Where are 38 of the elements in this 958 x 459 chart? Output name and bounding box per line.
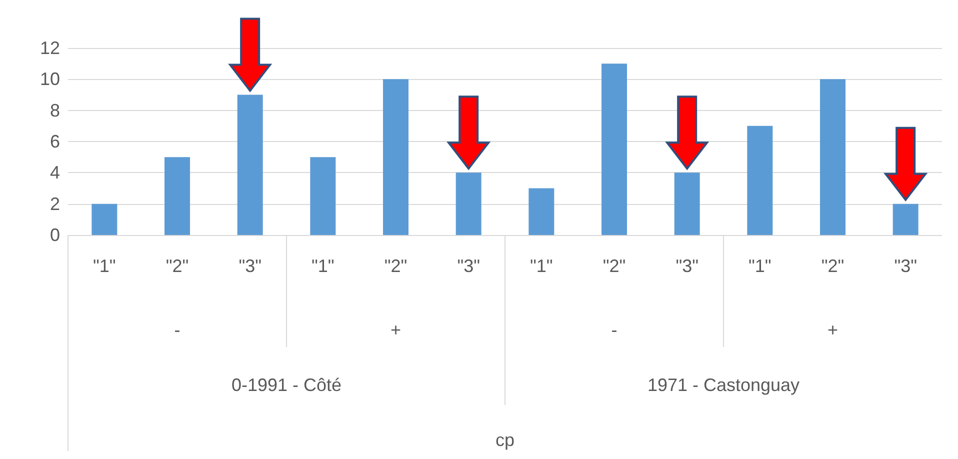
text: 1971 - Castonguay [647, 375, 800, 395]
y-tick-label: 8 [50, 100, 60, 120]
x-tick-label: "3" [238, 256, 262, 276]
x-tick-label: "3" [676, 256, 698, 276]
bar [456, 172, 482, 235]
y-tick-label: 10 [40, 69, 60, 90]
text: - [174, 320, 180, 340]
x-tick-label: "1" [312, 256, 334, 276]
x-tick-label: "2" [384, 256, 408, 276]
bar [92, 204, 118, 235]
bar [747, 126, 773, 235]
text: - [611, 320, 618, 340]
y-tick-label: 0 [50, 225, 60, 245]
bar [674, 172, 700, 235]
text: 0-1991 - Côté [231, 375, 342, 395]
x-tick-label: "2" [821, 256, 844, 276]
x-tick-label: "1" [748, 256, 772, 276]
bar [310, 157, 336, 235]
bar [164, 157, 190, 235]
x-tick-label: "1" [93, 256, 116, 276]
x-tick-label: "2" [166, 256, 189, 276]
bar [383, 79, 408, 235]
text: + [390, 320, 402, 340]
bar [237, 94, 263, 235]
x-tick-label: "3" [457, 256, 480, 276]
x-tick-label: "2" [602, 256, 626, 276]
text: cp [495, 430, 515, 450]
y-tick-label: 4 [50, 162, 60, 183]
text: + [827, 320, 838, 340]
bar [820, 79, 846, 235]
x-tick-label: "3" [894, 256, 917, 276]
bar [602, 64, 627, 235]
x-tick-label: "1" [530, 256, 553, 276]
y-tick-label: 6 [50, 132, 60, 152]
y-tick-label: 2 [50, 194, 60, 214]
y-tick-label: 12 [40, 38, 60, 58]
bar [528, 188, 554, 235]
bar [892, 204, 918, 235]
